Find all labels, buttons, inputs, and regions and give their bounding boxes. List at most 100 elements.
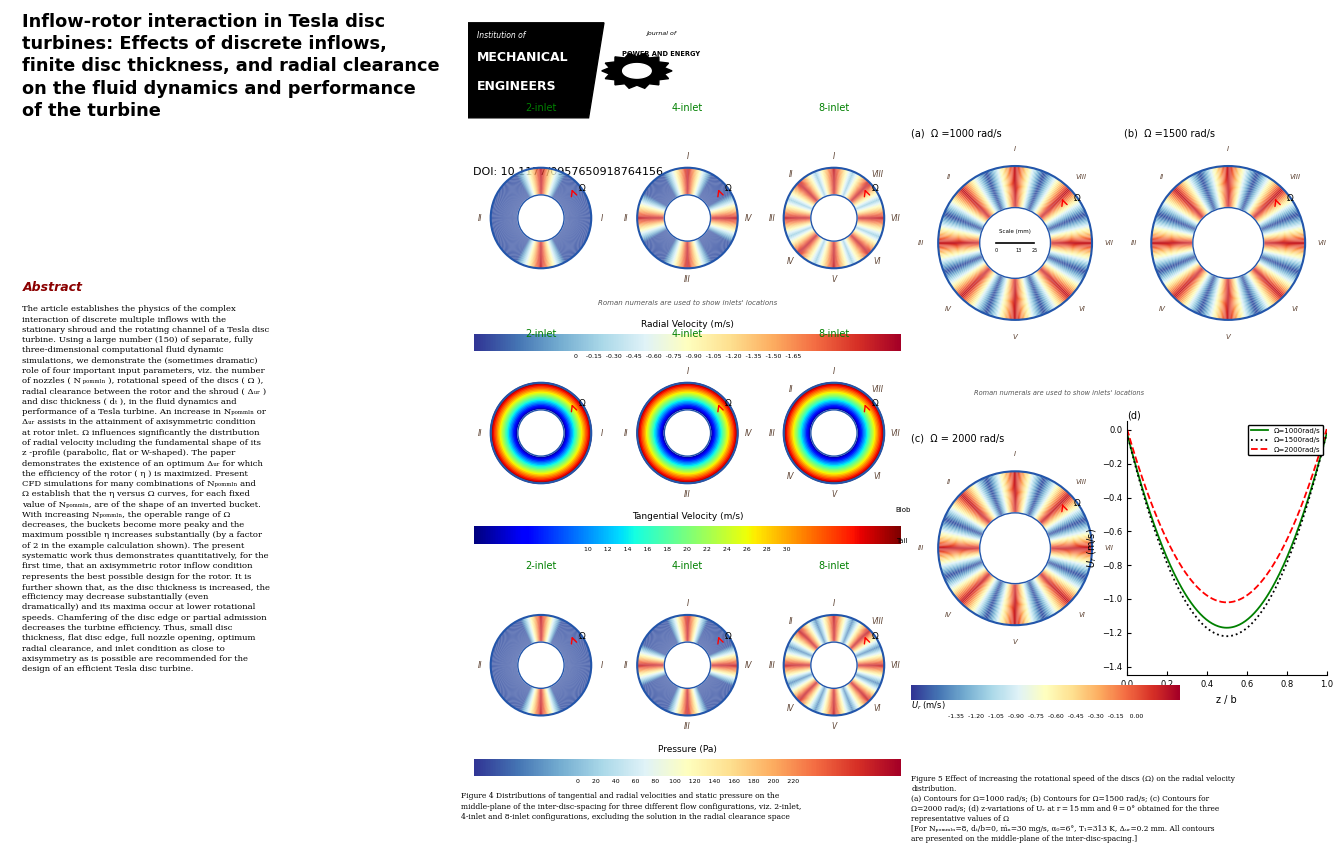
Wedge shape — [786, 673, 812, 682]
Wedge shape — [855, 408, 879, 422]
Wedge shape — [820, 687, 828, 714]
Wedge shape — [836, 615, 839, 642]
Wedge shape — [988, 476, 1003, 515]
Wedge shape — [538, 688, 540, 716]
Wedge shape — [1011, 584, 1013, 625]
Wedge shape — [694, 240, 702, 267]
Wedge shape — [499, 679, 521, 694]
Wedge shape — [1180, 182, 1207, 216]
Wedge shape — [499, 230, 521, 245]
Wedge shape — [492, 437, 519, 443]
Wedge shape — [660, 452, 675, 476]
Wedge shape — [554, 237, 569, 261]
Wedge shape — [806, 452, 821, 476]
Wedge shape — [562, 647, 587, 657]
Wedge shape — [538, 383, 540, 410]
Wedge shape — [792, 405, 814, 421]
Wedge shape — [835, 168, 836, 195]
Wedge shape — [544, 241, 551, 267]
Wedge shape — [642, 643, 667, 655]
Text: IV: IV — [745, 660, 753, 670]
Wedge shape — [702, 683, 719, 705]
Wedge shape — [710, 673, 735, 683]
Wedge shape — [1251, 185, 1279, 217]
Wedge shape — [492, 437, 519, 442]
Wedge shape — [496, 410, 520, 423]
Wedge shape — [638, 223, 665, 230]
Wedge shape — [491, 210, 519, 215]
Wedge shape — [710, 440, 735, 450]
Wedge shape — [856, 210, 884, 215]
Ω=1000rad/s — [1172, 580, 1188, 591]
Wedge shape — [546, 384, 554, 410]
Wedge shape — [841, 687, 851, 713]
Wedge shape — [491, 434, 517, 437]
Wedge shape — [857, 434, 884, 437]
Wedge shape — [563, 436, 591, 441]
Wedge shape — [1039, 492, 1068, 523]
Wedge shape — [849, 235, 868, 255]
Wedge shape — [1263, 243, 1305, 246]
Wedge shape — [702, 177, 718, 200]
Wedge shape — [976, 273, 997, 310]
Wedge shape — [694, 240, 702, 267]
Wedge shape — [653, 395, 672, 416]
Wedge shape — [667, 239, 679, 264]
Wedge shape — [564, 217, 591, 218]
Wedge shape — [839, 241, 845, 267]
Wedge shape — [699, 453, 714, 476]
Wedge shape — [1050, 535, 1091, 543]
Wedge shape — [851, 234, 870, 254]
Wedge shape — [556, 682, 575, 703]
Wedge shape — [995, 169, 1005, 209]
Wedge shape — [948, 565, 984, 586]
Wedge shape — [839, 384, 845, 410]
Wedge shape — [982, 275, 1001, 313]
Wedge shape — [531, 169, 536, 195]
Wedge shape — [512, 685, 528, 707]
Wedge shape — [986, 581, 1003, 620]
Wedge shape — [695, 455, 703, 481]
Wedge shape — [650, 449, 671, 468]
Wedge shape — [710, 223, 737, 230]
Wedge shape — [504, 448, 524, 467]
Wedge shape — [965, 575, 992, 607]
Wedge shape — [1042, 267, 1073, 296]
Wedge shape — [818, 385, 827, 411]
Wedge shape — [552, 685, 566, 710]
Wedge shape — [548, 385, 558, 411]
Wedge shape — [1251, 270, 1278, 302]
Wedge shape — [564, 220, 591, 224]
Wedge shape — [1238, 277, 1250, 317]
Wedge shape — [644, 192, 668, 206]
Wedge shape — [496, 641, 520, 654]
Wedge shape — [508, 451, 526, 471]
Wedge shape — [852, 446, 875, 464]
Wedge shape — [548, 385, 558, 411]
Wedge shape — [550, 454, 562, 479]
Wedge shape — [711, 212, 738, 216]
Wedge shape — [559, 446, 582, 464]
Wedge shape — [794, 402, 816, 419]
Wedge shape — [1016, 279, 1017, 320]
Wedge shape — [1263, 246, 1305, 251]
Wedge shape — [637, 434, 664, 437]
Wedge shape — [511, 452, 527, 474]
Wedge shape — [1153, 251, 1193, 263]
Wedge shape — [707, 230, 731, 243]
Wedge shape — [495, 197, 520, 209]
Wedge shape — [1046, 510, 1082, 531]
Wedge shape — [784, 434, 810, 437]
Wedge shape — [692, 617, 700, 642]
Text: 8-inlet: 8-inlet — [818, 329, 849, 339]
Wedge shape — [785, 209, 812, 214]
Wedge shape — [1023, 278, 1032, 318]
Wedge shape — [501, 447, 523, 465]
Wedge shape — [505, 630, 524, 649]
Wedge shape — [1031, 175, 1051, 212]
Wedge shape — [1263, 248, 1305, 254]
Wedge shape — [707, 679, 730, 694]
Wedge shape — [691, 241, 695, 268]
Wedge shape — [1047, 564, 1083, 584]
Wedge shape — [851, 680, 872, 699]
